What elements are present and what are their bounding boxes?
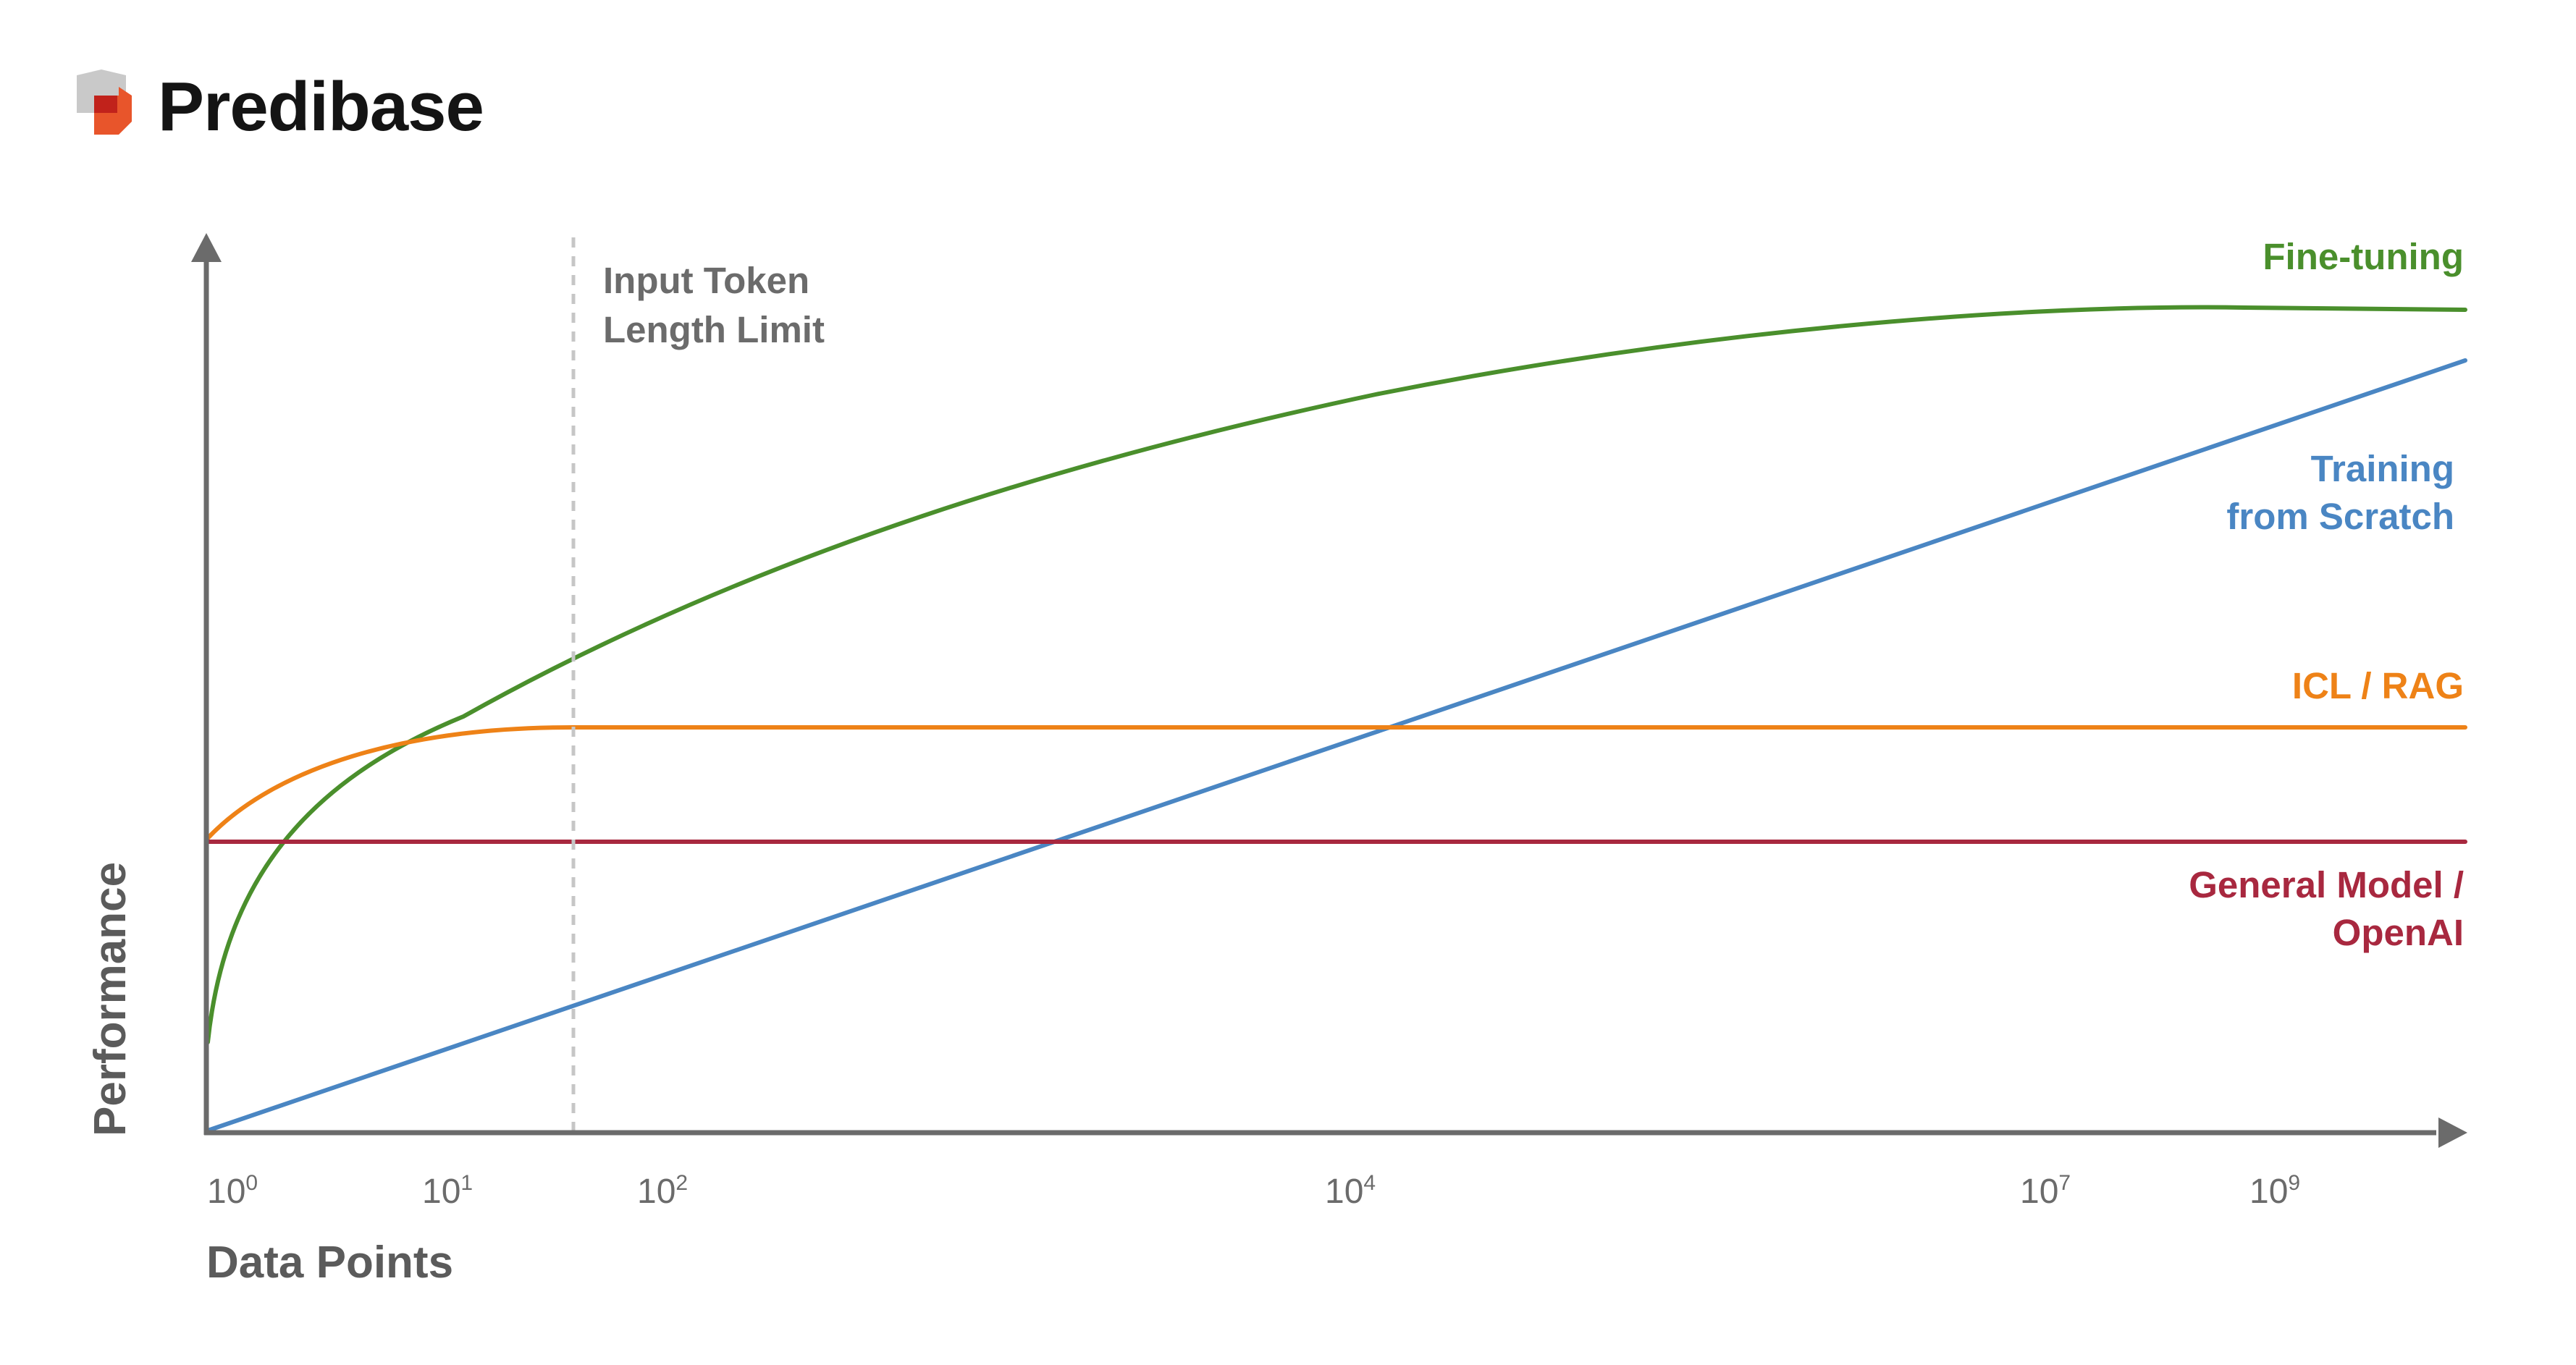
x-tick-label: 107: [2020, 1171, 2071, 1211]
series-line-icl-rag: [206, 725, 2467, 840]
x-tick-labels: 100 101 102 104 107 109: [207, 1171, 2300, 1211]
series-layer: [206, 305, 2467, 1133]
series-line-training-from-scratch: [206, 358, 2467, 1133]
brand-name: Predibase: [158, 68, 484, 145]
series-label-general-model: General Model /: [2189, 864, 2464, 905]
x-tick-label: 101: [422, 1171, 473, 1211]
x-axis-title: Data Points: [206, 1238, 453, 1288]
series-label-general-model: OpenAI: [2333, 912, 2464, 953]
series-label-fine-tuning: Fine-tuning: [2263, 236, 2464, 277]
series-labels: Fine-tuning Training from Scratch ICL / RAG…: [2189, 236, 2464, 953]
predibase-logo-icon: [77, 69, 132, 135]
series-line-fine-tuning: [206, 305, 2467, 1044]
x-axis-arrow-icon: [2438, 1117, 2467, 1148]
x-tick-label: 102: [637, 1171, 688, 1211]
series-label-icl-rag: ICL / RAG: [2292, 665, 2464, 706]
x-tick-label: 100: [207, 1171, 258, 1211]
series-label-training-from-scratch: Training: [2311, 448, 2454, 489]
y-axis-title: Performance: [85, 862, 135, 1136]
x-tick-label: 109: [2249, 1171, 2300, 1211]
axes: [191, 233, 2467, 1148]
y-axis-arrow-icon: [191, 233, 222, 262]
input-token-limit-label: Input Token Length Limit: [603, 260, 825, 350]
x-tick-label: 104: [1325, 1171, 1376, 1211]
series-label-training-from-scratch: from Scratch: [2226, 496, 2454, 537]
